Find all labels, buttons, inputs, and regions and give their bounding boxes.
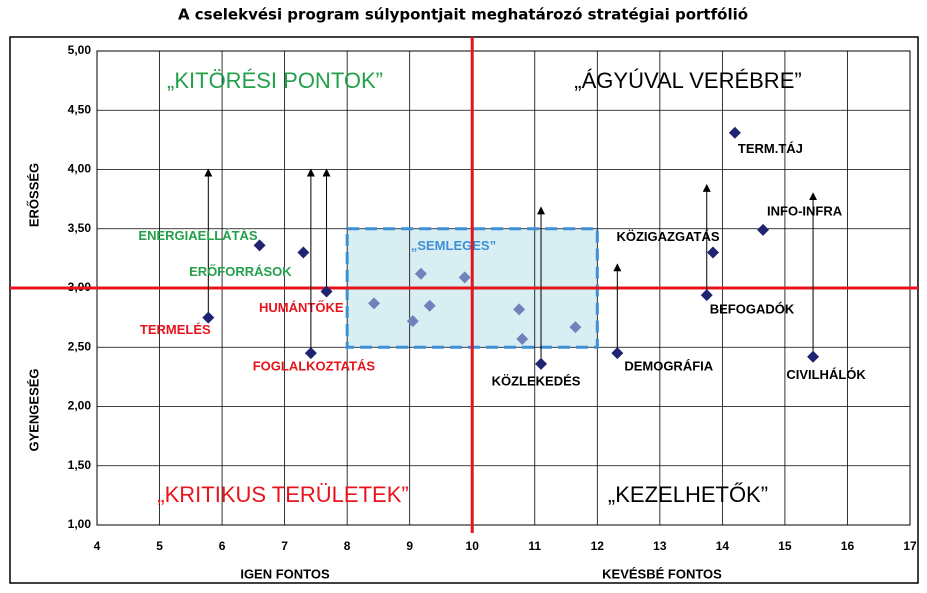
point	[757, 223, 770, 236]
x-tick-label: 12	[591, 539, 605, 553]
x-tick-label: 14	[716, 539, 730, 553]
point	[707, 246, 720, 259]
x-tick-label: 16	[841, 539, 855, 553]
y-tick-label: 3,50	[68, 221, 92, 235]
x-tick-label: 4	[94, 539, 101, 553]
y-tick-label: 2,50	[68, 339, 92, 353]
x-tick-label: 13	[653, 539, 667, 553]
neutral-point	[458, 271, 471, 284]
point-label: ENERGIAELLÁTÁS	[138, 228, 258, 243]
x-tick-label: 8	[344, 539, 351, 553]
quadrant-label: „KITÖRÉSI PONTOK”	[167, 68, 383, 93]
point-label: DEMOGRÁFIA	[624, 359, 713, 374]
x-tick-label: 15	[778, 539, 792, 553]
point-label: KÖZIGAZGATÁS	[616, 229, 719, 244]
x-tick-label: 5	[156, 539, 163, 553]
point-label: CIVILHÁLÓK	[786, 367, 866, 382]
x-tick-label: 9	[406, 539, 413, 553]
y-tick-label: 4,50	[68, 102, 92, 116]
point-label: KÖZLEKEDÉS	[492, 373, 581, 388]
x-tick-label: 11	[528, 539, 541, 553]
point	[304, 347, 317, 360]
point-label: INFO-INFRA	[767, 203, 843, 218]
point-label: TERM.TÁJ	[738, 141, 803, 156]
chart-title: A cselekvési program súlypontjait meghat…	[178, 6, 748, 24]
point	[611, 347, 624, 360]
y-tick-label: 5,00	[68, 43, 92, 57]
neutral-point	[513, 303, 526, 316]
y-tick-label: 1,50	[68, 458, 92, 472]
x-axis-label: IGEN FONTOS	[240, 566, 330, 581]
point	[535, 357, 548, 370]
x-tick-label: 10	[466, 539, 480, 553]
x-tick-label: 7	[281, 539, 288, 553]
point	[320, 285, 333, 298]
neutral-label: „SEMLEGES”	[411, 238, 496, 253]
neutral-point	[423, 299, 436, 312]
neutral-point	[406, 315, 419, 328]
quadrant-label: „KEZELHETŐK”	[608, 482, 768, 507]
quadrant-label: „ÁGYÚVAL VERÉBRE”	[574, 68, 801, 93]
point	[202, 311, 215, 324]
point-label: ERŐFORRÁSOK	[189, 264, 292, 279]
point-label: FOGLALKOZTATÁS	[253, 359, 376, 374]
frame	[9, 36, 919, 584]
point	[728, 126, 741, 139]
neutral-point	[414, 267, 427, 280]
neutral-point	[569, 321, 582, 334]
x-axis-label: KEVÉSBÉ FONTOS	[602, 566, 722, 581]
quadrant-label: „KRITIKUS TERÜLETEK”	[157, 482, 408, 507]
y-tick-label: 1,00	[68, 517, 92, 531]
point	[807, 350, 820, 363]
point	[700, 289, 713, 302]
y-tick-label: 2,00	[68, 399, 92, 413]
point-label: BEFOGADÓK	[710, 302, 795, 317]
x-tick-label: 6	[219, 539, 226, 553]
neutral-point	[368, 297, 381, 310]
y-tick-label: 4,00	[68, 162, 92, 176]
point	[297, 246, 310, 259]
point	[253, 239, 266, 252]
neutral-point	[516, 332, 529, 345]
point-label: HUMÁNTŐKE	[259, 300, 344, 315]
point-label: TERMELÉS	[140, 322, 211, 337]
x-tick-label: 17	[903, 539, 917, 553]
y-axis-label: GYENGESÉG	[26, 368, 41, 451]
y-axis-label: ERŐSSÉG	[26, 163, 41, 227]
